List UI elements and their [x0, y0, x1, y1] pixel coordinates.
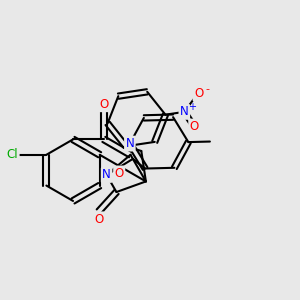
Text: O: O — [190, 120, 199, 133]
Text: +: + — [188, 102, 196, 112]
Text: N: N — [102, 169, 111, 182]
Text: O: O — [194, 87, 203, 100]
Text: -: - — [206, 84, 210, 94]
Text: O: O — [99, 98, 108, 111]
Text: N: N — [125, 137, 134, 150]
Text: Cl: Cl — [7, 148, 18, 161]
Text: O: O — [94, 213, 104, 226]
Text: O: O — [115, 167, 124, 180]
Text: N: N — [180, 105, 189, 119]
